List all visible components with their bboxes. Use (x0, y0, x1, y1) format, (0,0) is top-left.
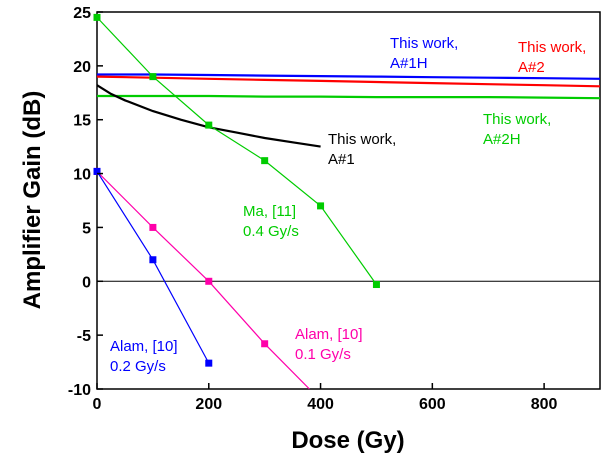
series-label-a2h: This work, (483, 111, 551, 128)
data-point-ma (317, 202, 325, 210)
series-label-alam02: 0.2 Gy/s (110, 358, 166, 375)
y-tick-label: 20 (73, 59, 91, 76)
data-point-ma (149, 73, 157, 81)
series-line-ma (96, 16, 377, 285)
x-tick-label: 200 (195, 396, 222, 413)
series-label-ma: Ma, [11] (243, 203, 296, 220)
y-tick-label: 0 (82, 274, 91, 291)
series-line-alam02 (96, 171, 210, 364)
data-point-alam02 (93, 167, 101, 175)
series-label-a2: A#2 (518, 59, 545, 76)
x-tick-layer: 0 200 400 600 800 (93, 383, 558, 413)
data-point-alam02 (149, 256, 157, 264)
series-label-a1h: A#1H (390, 55, 428, 72)
series-label-a2h: A#2H (483, 131, 521, 148)
series-label-alam01: 0.1 Gy/s (295, 346, 351, 363)
y-axis-title: Amplifier Gain (dB) (19, 91, 46, 310)
y-tick-label: 5 (82, 220, 91, 237)
y-tick-label: -5 (77, 328, 91, 345)
series-line-a1 (96, 84, 321, 148)
data-point-alam01 (261, 340, 269, 348)
data-point-ma (205, 121, 213, 129)
plot-frame (96, 11, 601, 390)
y-tick-label: -10 (68, 382, 91, 399)
y-tick-label: 15 (73, 113, 91, 130)
x-tick-label: 600 (419, 396, 446, 413)
data-point-alam02 (205, 359, 213, 367)
x-tick-label: 0 (93, 396, 102, 413)
x-axis-title: Dose (Gy) (291, 427, 404, 454)
series-line-a2 (96, 75, 601, 88)
data-point-ma (93, 13, 101, 21)
x-tick-label: 800 (531, 396, 558, 413)
data-point-alam01 (205, 277, 213, 285)
series-line-a2h (97, 94, 601, 100)
x-tick-label: 400 (307, 396, 334, 413)
data-point-ma (372, 281, 380, 289)
y-tick-layer: -10 -5 0 5 10 15 20 25 (68, 5, 103, 399)
series-label-layer: This work, A#1H This work, A#2 This work, A#2… (110, 35, 586, 375)
series-label-a1h: This work, (390, 35, 458, 52)
series-label-a2: This work, (518, 39, 586, 56)
series-label-alam01: Alam, [10] (295, 326, 363, 343)
y-tick-label: 25 (73, 5, 91, 22)
data-point-ma (261, 157, 269, 165)
series-label-ma: 0.4 Gy/s (243, 223, 299, 240)
y-tick-label: 10 (73, 167, 91, 184)
series-label-a1: This work, (328, 131, 396, 148)
data-point-alam01 (149, 223, 157, 231)
series-label-alam02: Alam, [10] (110, 338, 178, 355)
series-line-a1h (97, 73, 601, 80)
series-label-a1: A#1 (328, 151, 355, 168)
series-layer (93, 13, 601, 390)
